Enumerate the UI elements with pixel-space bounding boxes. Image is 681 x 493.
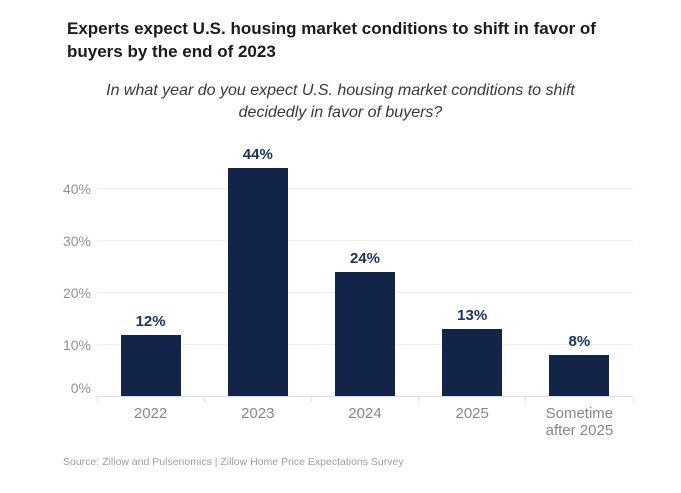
bar-value-label: 24% [349,250,380,268]
y-axis-tick-label: 0% [70,380,91,396]
x-axis-tick-mark [418,397,420,402]
bar-slot: 44% 2023 [204,140,311,422]
chart-subtitle: In what year do you expect U.S. housing … [106,82,575,121]
x-axis-label: 2025 [455,405,489,422]
bar-slot: 8% Sometime after 2025 [526,140,633,439]
bar-sometime [549,355,610,397]
bar-2024 [334,272,395,397]
x-axis-tick-mark [632,397,634,402]
x-axis-tick-mark [203,397,205,402]
bar-slot: 12% 2022 [97,140,204,422]
bar-slot: 13% 2025 [419,140,526,422]
y-axis-tick-label: 30% [62,233,91,249]
gridline [97,240,633,241]
x-axis-label: 2022 [133,405,168,422]
bar-slot: 24% 2024 [311,140,418,422]
x-axis-label: 2024 [348,405,382,422]
bar-2023 [227,168,288,397]
y-axis-tick-label: 10% [62,337,91,353]
x-axis-line [97,396,633,397]
plot-area: 0% 10% 20% 30% 40% 12% 2022 44% 2023 24% 2024 13% 20… [63,140,634,439]
gridline [97,188,633,189]
chart-title: Experts expect U.S. housing market condi… [67,19,596,61]
x-axis-tick-mark [525,397,527,402]
bar-2025 [442,329,503,397]
x-axis-label: 2023 [241,405,275,422]
x-axis-label: Sometime after 2025 [545,405,614,439]
bar-value-label: 13% [457,307,488,325]
y-axis-tick-label: 20% [62,285,91,301]
x-axis-tick-mark [96,397,98,402]
x-axis-tick-mark [310,397,312,402]
bar-value-label: 12% [135,312,166,330]
bar-2022 [120,334,181,397]
y-axis-tick-label: 40% [62,181,91,197]
bar-value-label: 44% [242,146,273,164]
bar-value-label: 8% [568,333,591,351]
source-note: Source: Zillow and Pulsenomics | Zillow … [63,456,404,468]
